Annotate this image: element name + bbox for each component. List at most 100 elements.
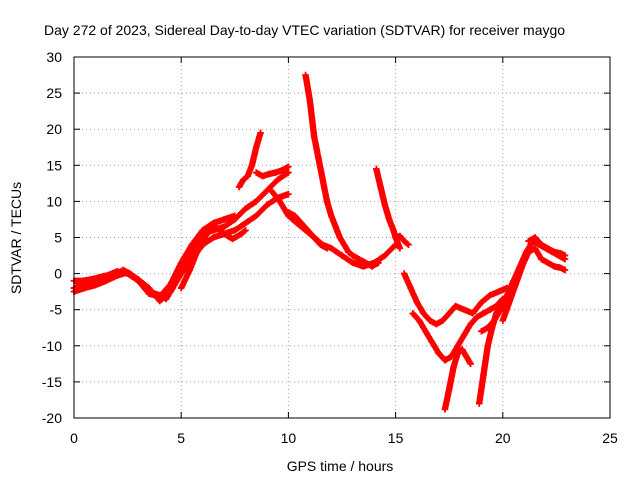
series-trace-f xyxy=(253,163,292,180)
y-tick-label: 10 xyxy=(46,193,62,209)
data-point xyxy=(345,248,352,256)
data-point xyxy=(210,234,217,241)
data-point xyxy=(439,317,446,324)
data-point xyxy=(506,299,513,306)
data-point xyxy=(478,299,485,306)
data-point xyxy=(310,234,318,241)
data-point xyxy=(188,241,196,248)
data-point xyxy=(178,270,185,277)
x-tick-label: 10 xyxy=(281,430,297,446)
data-point xyxy=(375,259,382,266)
data-point xyxy=(469,310,476,317)
data-point xyxy=(304,227,311,234)
data-point xyxy=(407,284,414,292)
data-point xyxy=(473,313,481,321)
data-point xyxy=(368,263,376,270)
data-point xyxy=(512,281,519,288)
data-point xyxy=(257,129,264,137)
data-point xyxy=(315,154,322,162)
series-trace-k xyxy=(392,232,412,248)
data-point xyxy=(557,264,564,272)
data-point xyxy=(274,176,281,183)
data-point xyxy=(551,248,558,256)
series-trace-j xyxy=(373,165,404,252)
data-point xyxy=(355,255,363,263)
data-point xyxy=(495,288,502,295)
data-point xyxy=(306,97,314,104)
data-point xyxy=(199,227,206,234)
data-point xyxy=(253,198,260,205)
data-point xyxy=(484,342,491,349)
data-point xyxy=(463,353,470,360)
data-point xyxy=(253,144,260,151)
data-point xyxy=(167,288,174,295)
y-tick-label: -5 xyxy=(50,302,63,318)
data-point xyxy=(446,385,453,393)
data-point xyxy=(486,292,494,299)
data-point xyxy=(420,310,427,317)
data-point xyxy=(441,357,449,364)
data-point xyxy=(244,172,251,180)
data-point xyxy=(531,234,539,241)
data-point xyxy=(195,245,202,252)
data-point xyxy=(235,183,243,191)
series-trace-e xyxy=(235,129,264,191)
data-point xyxy=(538,241,545,248)
data-point xyxy=(525,237,532,245)
y-tick-label: 25 xyxy=(46,85,62,101)
data-point xyxy=(557,250,564,257)
data-point xyxy=(377,183,384,191)
data-point xyxy=(381,201,389,209)
data-point xyxy=(373,165,380,173)
data-point xyxy=(317,241,324,248)
data-marks xyxy=(235,129,264,191)
data-point xyxy=(268,187,275,194)
data-point xyxy=(276,198,284,205)
data-point xyxy=(336,234,344,241)
data-point xyxy=(240,176,247,183)
data-point xyxy=(285,209,292,216)
data-point xyxy=(229,235,236,243)
data-point xyxy=(220,223,228,230)
data-point xyxy=(476,400,483,407)
data-point xyxy=(458,346,466,353)
data-point xyxy=(544,245,552,252)
data-point xyxy=(400,237,408,245)
data-point xyxy=(231,227,238,234)
data-point xyxy=(135,277,142,285)
data-point xyxy=(349,252,356,259)
data-point xyxy=(544,259,552,266)
series-trace-q xyxy=(499,245,569,324)
data-point xyxy=(210,219,217,227)
data-point xyxy=(212,223,219,230)
data-point xyxy=(435,349,442,357)
data-point xyxy=(124,270,131,277)
data-point xyxy=(413,299,421,306)
y-axis-label: SDTVAR / TECUs xyxy=(8,182,24,294)
data-point xyxy=(113,268,121,275)
data-point xyxy=(362,259,369,266)
y-tick-label: 15 xyxy=(46,157,62,173)
series-trace-i xyxy=(285,209,331,252)
data-point xyxy=(441,406,449,413)
data-point xyxy=(518,263,526,270)
data-point xyxy=(446,310,453,317)
plot-frame xyxy=(73,56,611,419)
series-trace-h xyxy=(302,71,382,270)
data-point xyxy=(332,223,339,230)
y-tick-label: -15 xyxy=(42,374,62,390)
x-axis-label: GPS time / hours xyxy=(287,458,394,474)
data-point xyxy=(484,324,491,331)
data-point xyxy=(454,349,461,357)
data-point xyxy=(426,317,434,324)
data-point xyxy=(285,169,292,176)
data-point xyxy=(392,234,399,241)
data-point xyxy=(178,284,185,292)
y-tick-label: 5 xyxy=(54,230,62,246)
x-tick-label: 5 xyxy=(177,430,185,446)
data-point xyxy=(145,290,153,298)
chart-title: Day 272 of 2023, Sidereal Day-to-day VTE… xyxy=(44,22,565,38)
data-point xyxy=(259,172,266,180)
data-point xyxy=(499,317,506,324)
